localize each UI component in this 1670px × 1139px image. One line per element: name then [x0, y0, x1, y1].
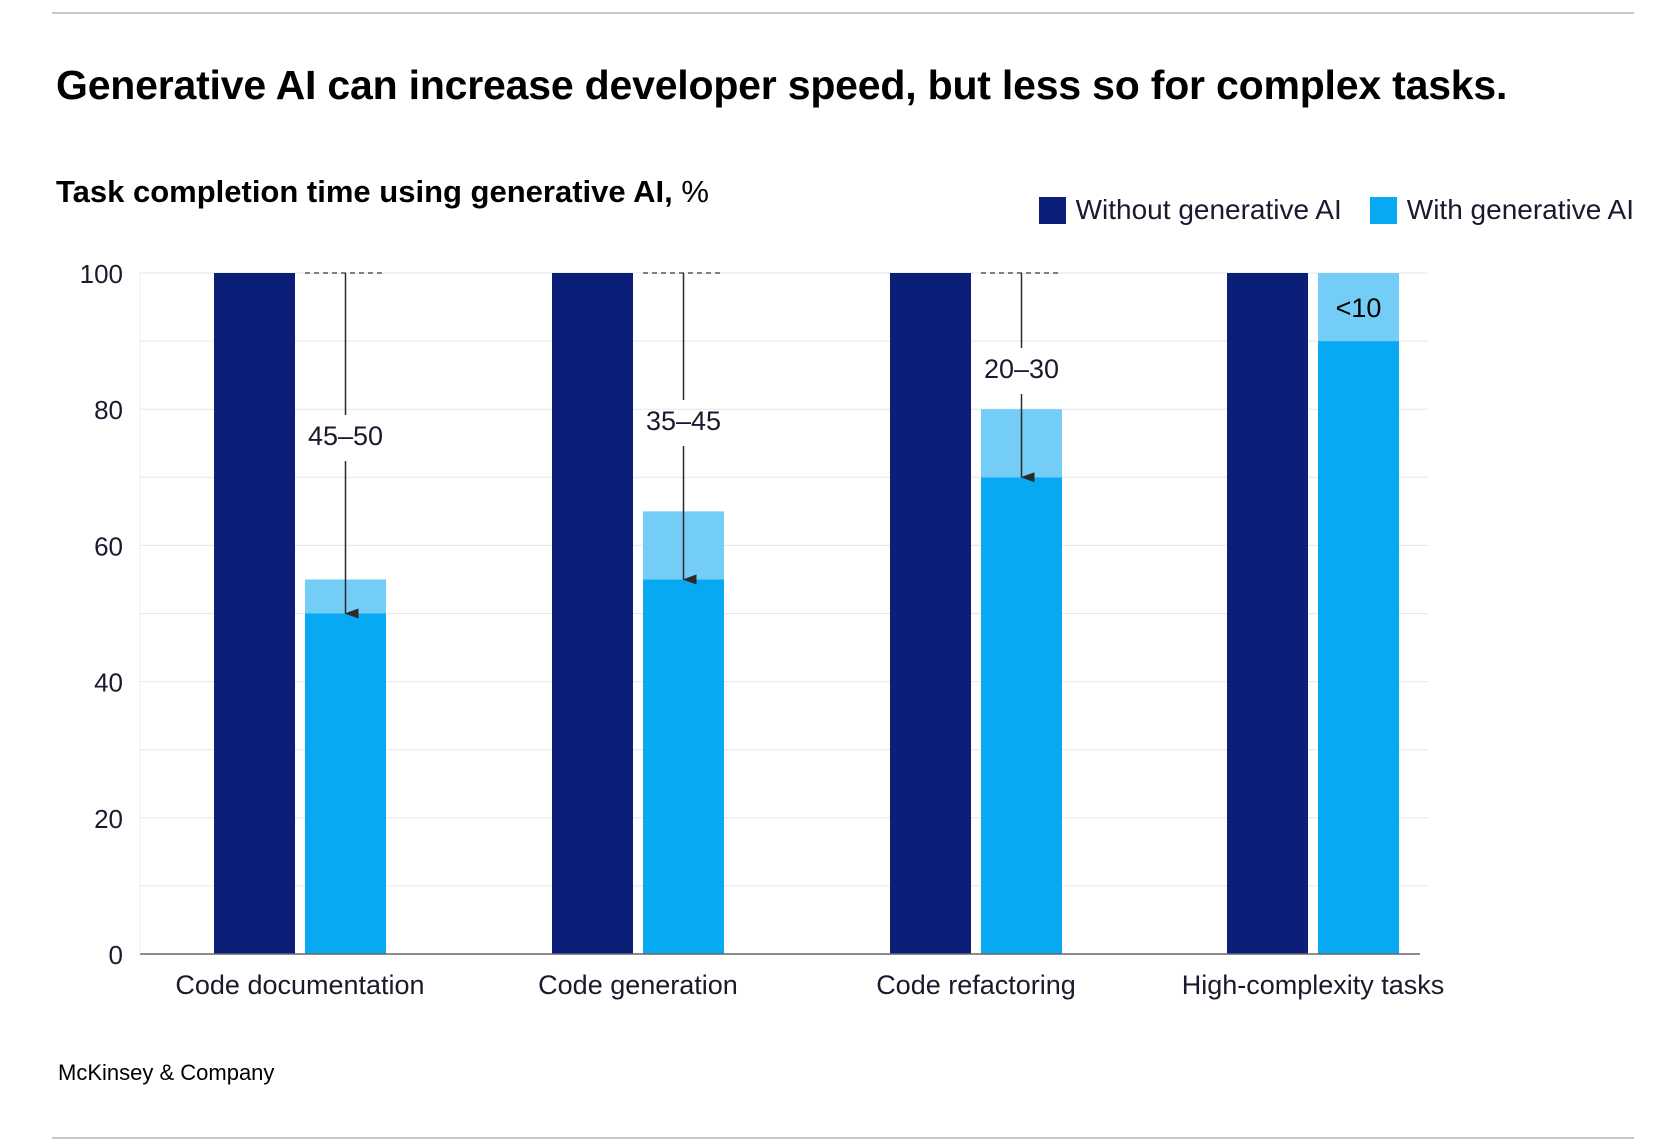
subtitle-text: Task completion time using generative AI…	[56, 174, 673, 209]
bar-without-2	[890, 273, 971, 954]
y-tick-label: 40	[94, 668, 123, 698]
chart-subtitle: Task completion time using generative AI…	[56, 174, 709, 210]
legend-label-with: With generative AI	[1406, 194, 1634, 225]
chart-title: Generative AI can increase developer spe…	[56, 62, 1508, 108]
y-tick-label: 60	[94, 531, 123, 561]
legend-label-without: Without generative AI	[1075, 194, 1342, 225]
legend-swatch-without	[1038, 196, 1066, 224]
y-tick-label: 100	[80, 259, 123, 289]
y-tick-label: 20	[94, 804, 123, 834]
bar-without-0	[214, 273, 295, 954]
legend-swatch-with	[1369, 196, 1397, 224]
subtitle-unit: %	[681, 174, 709, 209]
source-credit: McKinsey & Company	[58, 1060, 275, 1085]
top-rule	[52, 12, 1634, 14]
x-tick-label: High-complexity tasks	[1182, 970, 1445, 1000]
y-tick-label: 80	[94, 395, 123, 425]
x-tick-label: Code documentation	[175, 970, 424, 1000]
x-tick-label: Code refactoring	[876, 970, 1076, 1000]
x-tick-label: Code generation	[538, 970, 738, 1000]
bar-with-1	[643, 579, 724, 954]
bar-without-3	[1227, 273, 1308, 954]
range-label-1: 35–45	[646, 406, 721, 436]
bar-with-3	[1318, 341, 1399, 955]
bar-chart: 45–50 35–45 20–30 <10 0 20 40 60 80 100 Code docu…	[80, 259, 1445, 1000]
range-label-2: 20–30	[984, 354, 1059, 384]
legend-item-with: With generative AI	[1369, 194, 1634, 226]
chart-legend: Without generative AI With generative AI	[1011, 194, 1634, 226]
range-label-3: <10	[1336, 293, 1382, 323]
range-label-0: 45–50	[308, 421, 383, 451]
legend-item-without: Without generative AI	[1038, 194, 1342, 226]
bar-without-1	[552, 273, 633, 954]
bar-with-2	[981, 477, 1062, 954]
y-tick-label: 0	[109, 940, 123, 970]
bar-with-0	[305, 613, 386, 954]
bar-with-range-3	[1318, 273, 1399, 342]
